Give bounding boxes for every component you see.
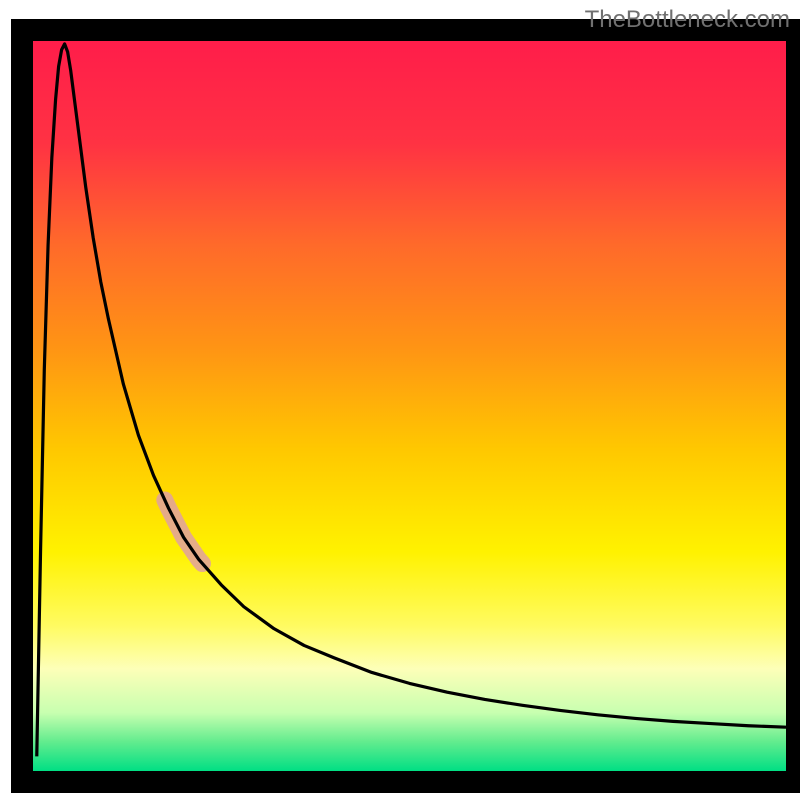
gradient-background bbox=[33, 41, 786, 771]
chart-container: TheBottleneck.com bbox=[0, 0, 800, 800]
watermark-text: TheBottleneck.com bbox=[585, 6, 790, 34]
bottleneck-chart bbox=[0, 0, 800, 800]
